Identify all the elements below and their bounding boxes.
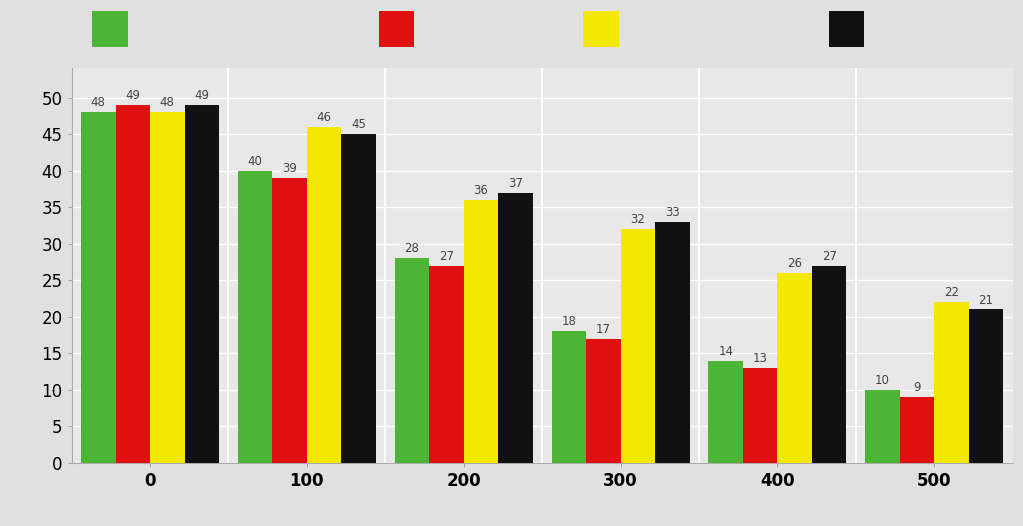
Bar [709, 361, 743, 463]
Text: 27: 27 [821, 250, 837, 262]
Text: 36: 36 [474, 184, 488, 197]
Bar [116, 105, 150, 463]
Bar [812, 266, 846, 463]
Bar [184, 105, 219, 463]
Bar [743, 368, 777, 463]
Text: 17: 17 [595, 323, 611, 336]
Bar [621, 229, 655, 463]
Bar [777, 273, 812, 463]
Text: 18: 18 [562, 316, 576, 328]
Bar [969, 309, 1004, 463]
Bar [900, 397, 934, 463]
Bar [150, 112, 184, 463]
Bar [586, 339, 621, 463]
Bar [272, 178, 307, 463]
Text: 21: 21 [979, 294, 993, 307]
Text: 40: 40 [248, 155, 263, 168]
Text: 14: 14 [718, 345, 733, 358]
Bar [551, 331, 586, 463]
Text: 45: 45 [351, 118, 366, 131]
Text: 27: 27 [439, 250, 454, 262]
Bar [238, 170, 272, 463]
Text: 13: 13 [753, 352, 767, 365]
Bar [498, 193, 533, 463]
Text: 10: 10 [875, 374, 890, 387]
Text: 48: 48 [91, 96, 105, 109]
Text: 22: 22 [944, 286, 960, 299]
Text: 49: 49 [125, 89, 140, 102]
Text: 37: 37 [508, 177, 523, 190]
Text: 49: 49 [194, 89, 210, 102]
Bar [934, 302, 969, 463]
Bar [81, 112, 116, 463]
Bar [395, 258, 430, 463]
Text: 39: 39 [282, 162, 297, 175]
Text: 26: 26 [788, 257, 802, 270]
Bar [865, 390, 900, 463]
Text: 32: 32 [630, 213, 646, 226]
Text: 48: 48 [160, 96, 175, 109]
Text: 28: 28 [404, 242, 419, 256]
Bar [430, 266, 463, 463]
Bar [307, 127, 342, 463]
Text: 9: 9 [914, 381, 921, 394]
Text: 46: 46 [317, 111, 331, 124]
Bar [655, 222, 690, 463]
Bar [342, 134, 375, 463]
Bar [463, 200, 498, 463]
Text: 33: 33 [665, 206, 679, 219]
